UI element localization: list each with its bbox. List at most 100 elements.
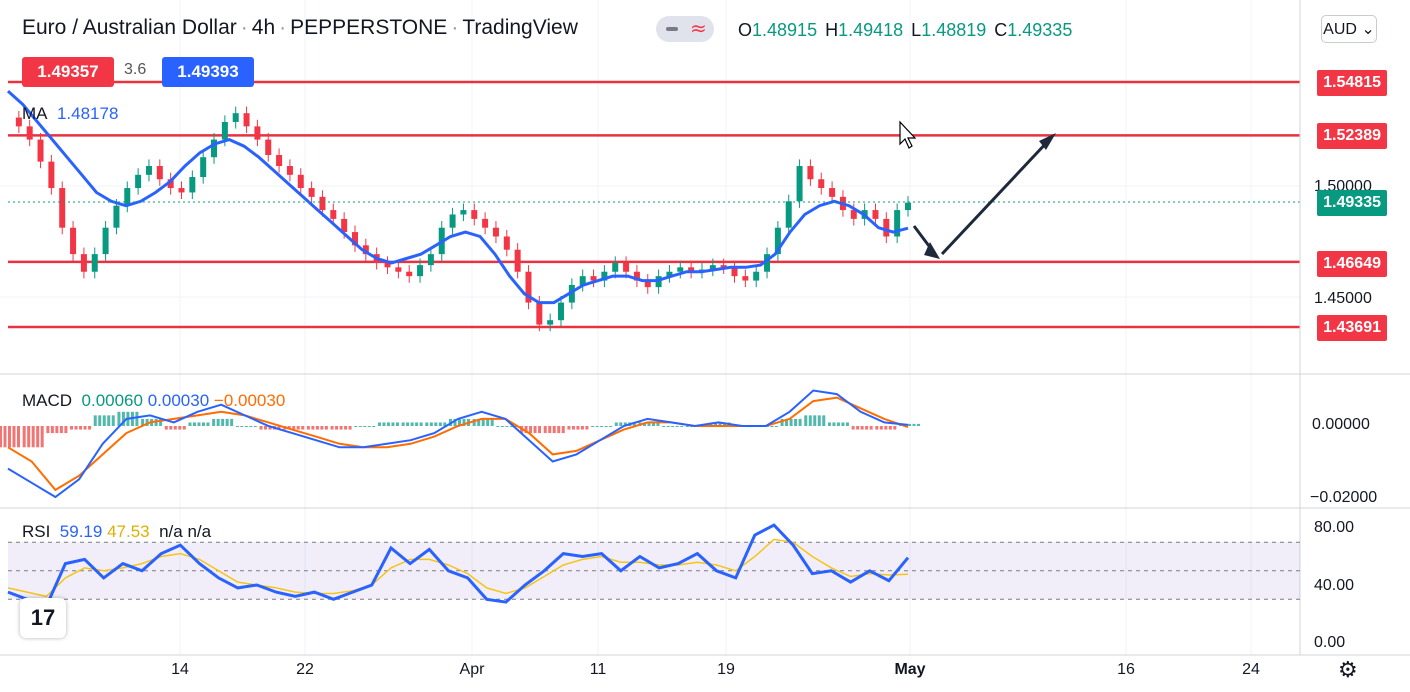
macd-histogram-bar bbox=[315, 426, 319, 430]
macd-histogram-bar bbox=[836, 422, 840, 426]
candle-body bbox=[764, 254, 771, 272]
macd-tick: −0.02000 bbox=[1310, 489, 1378, 506]
level-label: 1.46649 bbox=[1317, 251, 1387, 277]
candle-body bbox=[796, 166, 803, 202]
macd-histogram-bar bbox=[438, 422, 442, 426]
sell-button[interactable]: 1.49357 bbox=[22, 57, 114, 87]
rsi-legend[interactable]: RSI 59.19 47.53 n/a n/a bbox=[22, 522, 212, 541]
high-value: 1.49418 bbox=[838, 20, 904, 40]
macd-histogram-bar bbox=[46, 426, 50, 434]
macd-histogram-bar bbox=[188, 422, 192, 426]
currency-select[interactable]: AUD ⌄ bbox=[1321, 15, 1377, 43]
buy-button[interactable]: 1.49393 bbox=[162, 57, 254, 87]
candle-body bbox=[211, 139, 218, 158]
candle-body bbox=[850, 210, 857, 219]
macd-histogram-bar bbox=[785, 418, 789, 426]
macd-histogram-bar bbox=[159, 418, 163, 426]
candle-body bbox=[503, 236, 510, 250]
macd-histogram-bar bbox=[197, 422, 201, 426]
candle-body bbox=[644, 280, 651, 288]
macd-histogram-bar bbox=[377, 422, 381, 426]
macd-legend[interactable]: MACD 0.00060 0.00030 −0.00030 bbox=[22, 391, 286, 410]
candle-body bbox=[124, 188, 131, 206]
macd-histogram-bar bbox=[83, 426, 87, 430]
macd-histogram-bar bbox=[36, 426, 40, 448]
macd-histogram-bar bbox=[808, 415, 812, 426]
macd-histogram-bar bbox=[301, 426, 305, 430]
macd-histogram-bar bbox=[477, 418, 481, 426]
candle-body bbox=[308, 188, 315, 197]
macd-histogram-bar bbox=[671, 426, 675, 427]
macd-histogram-bar bbox=[230, 418, 234, 426]
macd-histogram-bar bbox=[386, 422, 390, 426]
macd-histogram-bar bbox=[453, 418, 457, 426]
macd-histogram-bar bbox=[348, 426, 352, 430]
macd-histogram-bar bbox=[391, 422, 395, 426]
spread: 3.6 bbox=[124, 61, 147, 78]
macd-histogram-bar bbox=[253, 426, 257, 427]
candle-body bbox=[829, 188, 836, 197]
candle-body bbox=[319, 196, 326, 211]
macd-histogram-bar bbox=[869, 426, 873, 430]
macd-histogram-bar bbox=[264, 426, 268, 430]
candle-body bbox=[406, 271, 413, 277]
candle-body bbox=[818, 179, 825, 189]
mouse-cursor bbox=[899, 120, 917, 149]
candle-body bbox=[471, 210, 478, 219]
candle-body bbox=[460, 210, 467, 215]
candle-body bbox=[384, 262, 391, 268]
macd-histogram-bar bbox=[576, 426, 580, 430]
interval[interactable]: 4h bbox=[251, 16, 276, 39]
macd-histogram-bar bbox=[917, 423, 920, 426]
ma-line bbox=[6, 89, 909, 305]
candle-body bbox=[417, 265, 424, 277]
macd-histogram-bar bbox=[330, 426, 334, 430]
macd-histogram-bar bbox=[415, 422, 419, 426]
candle-body bbox=[558, 302, 565, 321]
candle-body bbox=[677, 267, 684, 272]
macd-histogram-bar bbox=[662, 426, 666, 427]
gear-icon[interactable]: ⚙ bbox=[1338, 658, 1358, 683]
macd-histogram-bar bbox=[320, 426, 324, 430]
macd-histogram-bar bbox=[884, 426, 888, 430]
macd-histogram-bar bbox=[780, 418, 784, 426]
macd-histogram-bar bbox=[875, 426, 879, 430]
macd-histogram-bar bbox=[443, 422, 447, 426]
tradingview-logo[interactable]: 17 bbox=[20, 598, 66, 638]
indicator-toggle[interactable]: ≈ bbox=[656, 16, 714, 42]
macd-histogram-bar bbox=[614, 422, 618, 426]
macd-histogram-bar bbox=[3, 426, 7, 448]
macd-histogram-bar bbox=[888, 426, 892, 430]
macd-histogram-bar bbox=[486, 418, 490, 426]
drawn-arrows bbox=[912, 133, 1056, 259]
macd-histogram-bar bbox=[604, 426, 608, 427]
candle-body bbox=[286, 166, 293, 175]
macd-histogram-bar bbox=[666, 426, 670, 427]
macd-histogram-bar bbox=[632, 422, 636, 426]
macd-histogram-bar bbox=[93, 415, 97, 426]
macd-histogram-bar bbox=[102, 415, 106, 426]
time-tick: 24 bbox=[1242, 661, 1260, 678]
platform: TradingView bbox=[462, 16, 578, 39]
candle-body bbox=[612, 262, 619, 272]
candle-body bbox=[330, 210, 337, 219]
macd-histogram-bar bbox=[59, 426, 63, 434]
candle-body bbox=[351, 232, 358, 246]
macd-histogram-bar bbox=[813, 415, 817, 426]
candle-body bbox=[601, 271, 608, 281]
macd-histogram-bar bbox=[292, 426, 296, 430]
macd-histogram-bar bbox=[410, 422, 414, 426]
candle-body bbox=[807, 166, 814, 180]
macd-histogram-bar bbox=[240, 426, 244, 427]
macd-histogram-bar bbox=[524, 426, 528, 434]
ma-legend[interactable]: MA 1.48178 bbox=[22, 104, 119, 123]
macd-histogram-bar bbox=[259, 426, 263, 430]
time-tick: Apr bbox=[459, 661, 485, 678]
macd-histogram-bar bbox=[893, 426, 897, 430]
macd-line bbox=[7, 389, 909, 499]
macd-histogram-bar bbox=[774, 426, 778, 427]
macd-histogram-bar bbox=[651, 422, 655, 426]
macd-histogram-bar bbox=[609, 426, 613, 427]
symbol-title[interactable]: Euro / Australian Dollar · 4h · PEPPERSTONE ·… bbox=[22, 16, 578, 39]
